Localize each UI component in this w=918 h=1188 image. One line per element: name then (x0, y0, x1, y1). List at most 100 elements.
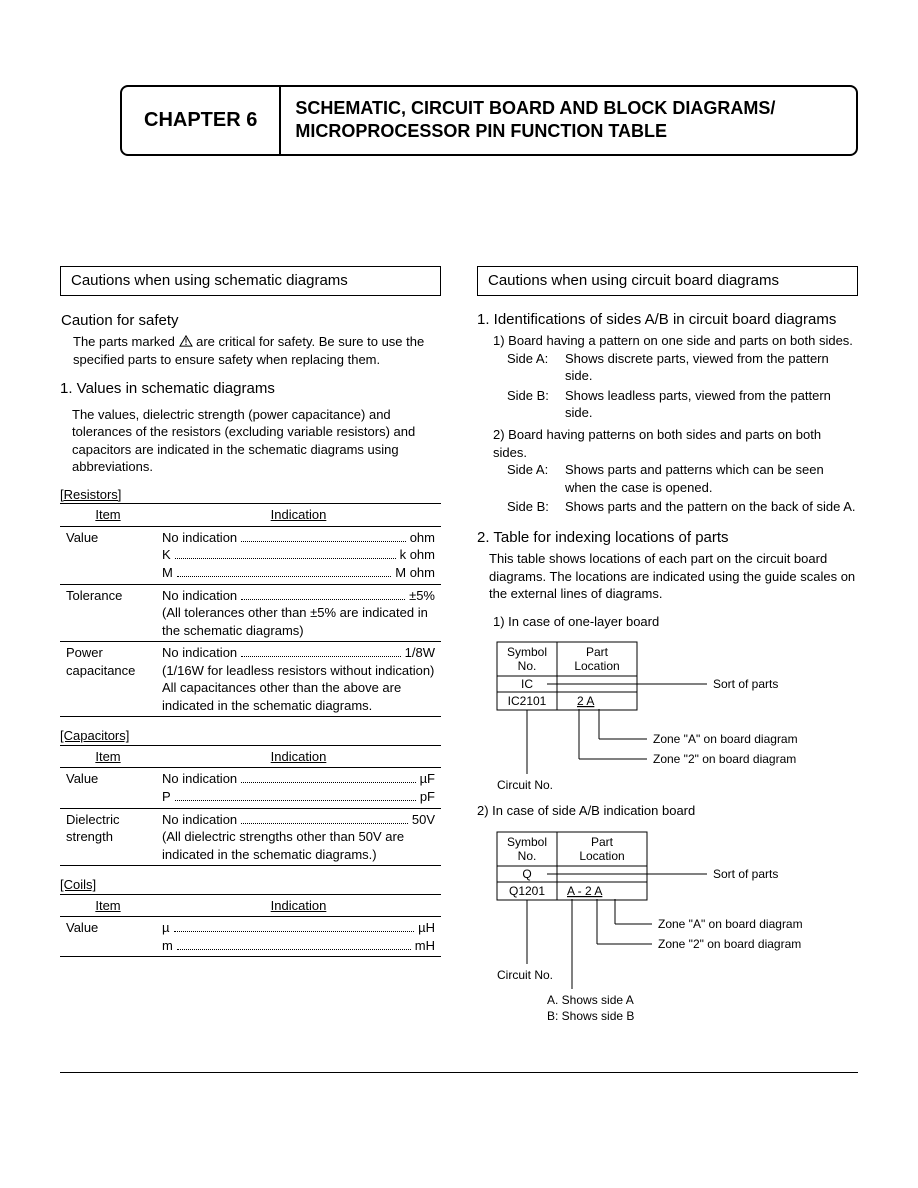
cap-diel-item: Dielectric strength (60, 808, 156, 866)
svg-text:Symbol: Symbol (507, 835, 547, 849)
diagram-side-ab: Symbol No. Part Location Q Q1201 A - 2 A… (477, 824, 837, 1034)
svg-text:A. Shows side A: A. Shows side A (547, 993, 634, 1007)
values-heading: 1. Values in schematic diagrams (60, 379, 441, 399)
side-b-val: Shows parts and the pattern on the back … (565, 498, 858, 516)
res-tol-item: Tolerance (60, 584, 156, 642)
right-column: Cautions when using circuit board diagra… (477, 266, 858, 1042)
resistors-label: [Resistors] (60, 486, 441, 504)
side-a-key: Side A: (507, 350, 565, 385)
th-item: Item (60, 745, 156, 768)
svg-text:Zone "2" on board diagram: Zone "2" on board diagram (658, 937, 801, 951)
footer-rule (60, 1072, 858, 1073)
ident-heading: 1. Identifications of sides A/B in circu… (477, 310, 858, 330)
svg-text:Q1201: Q1201 (509, 884, 545, 898)
res-pow-note1: (1/16W for leadless resistors without in… (162, 662, 435, 680)
svg-text:Symbol: Symbol (507, 645, 547, 659)
cap-value-item: Value (60, 768, 156, 808)
th-item: Item (60, 504, 156, 527)
svg-text:Location: Location (579, 849, 624, 863)
svg-text:Q: Q (522, 867, 531, 881)
warning-triangle-icon (179, 335, 193, 347)
indexing-body: This table shows locations of each part … (489, 550, 858, 603)
lead: No indication (162, 587, 237, 605)
svg-text:Zone "2" on board diagram: Zone "2" on board diagram (653, 752, 796, 766)
svg-text:Circuit No.: Circuit No. (497, 968, 553, 982)
lead: m (162, 937, 173, 955)
coil-value-ind: µ µH m mH (156, 917, 441, 957)
lead: µ (162, 919, 170, 937)
svg-text:B: Shows side B: B: Shows side B (547, 1009, 634, 1023)
chapter-title-line1: SCHEMATIC, CIRCUIT BOARD AND BLOCK DIAGR… (295, 97, 842, 120)
res-pow-item: Power capacitance (60, 642, 156, 717)
lead: No indication (162, 529, 237, 547)
tail: µH (418, 919, 435, 937)
schematic-cautions-heading: Cautions when using schematic diagrams (60, 266, 441, 296)
tail: ohm (410, 529, 435, 547)
case1-heading: 1) In case of one-layer board (493, 613, 858, 631)
caution-safety-body: The parts marked are critical for safety… (73, 333, 440, 368)
side-b-val: Shows leadless parts, viewed from the pa… (565, 387, 858, 422)
cap-diel-ind: No indication 50V (All dielectric strengt… (156, 808, 441, 866)
svg-text:Sort of parts: Sort of parts (713, 677, 778, 691)
chapter-header: CHAPTER 6 SCHEMATIC, CIRCUIT BOARD AND B… (120, 85, 858, 156)
svg-text:Circuit No.: Circuit No. (497, 778, 553, 792)
tail: pF (420, 788, 435, 806)
left-column: Cautions when using schematic diagrams C… (60, 266, 441, 1042)
caution-text-a: The parts marked (73, 334, 179, 349)
th-indication: Indication (156, 894, 441, 917)
side-a-val: Shows parts and patterns which can be se… (565, 461, 858, 496)
lead: P (162, 788, 171, 806)
circuit-cautions-heading: Cautions when using circuit board diagra… (477, 266, 858, 296)
side-a-val: Shows discrete parts, viewed from the pa… (565, 350, 858, 385)
coil-value-item: Value (60, 917, 156, 957)
case2-heading: 2) In case of side A/B indication board (477, 802, 858, 820)
caution-safety-heading: Caution for safety (61, 311, 440, 331)
svg-text:A - 2 A: A - 2 A (567, 884, 602, 898)
res-tol-ind: No indication ±5% (All tolerances other t… (156, 584, 441, 642)
svg-text:No.: No. (518, 659, 537, 673)
side-b-key: Side B: (507, 387, 565, 422)
lead: No indication (162, 770, 237, 788)
capacitors-table: Item Indication Value No indicationµF Pp… (60, 745, 441, 866)
lead: No indication (162, 644, 237, 662)
svg-text:2 A: 2 A (577, 694, 594, 708)
resistors-table: Item Indication Value No indication ohm K… (60, 503, 441, 717)
coils-label: [Coils] (60, 876, 441, 894)
cap-diel-note: (All dielectric strengths other than 50V… (162, 828, 435, 863)
res-tol-note: (All tolerances other than ±5% are indic… (162, 604, 435, 639)
chapter-title-line2: MICROPROCESSOR PIN FUNCTION TABLE (295, 120, 842, 143)
side-a-key: Side A: (507, 461, 565, 496)
svg-text:Part: Part (586, 645, 609, 659)
svg-text:Sort of parts: Sort of parts (713, 867, 778, 881)
res-pow-ind: No indication 1/8W (1/16W for leadless re… (156, 642, 441, 717)
th-indication: Indication (156, 504, 441, 527)
coils-table: Item Indication Value µ µH m mH (60, 894, 441, 958)
tail: 1/8W (405, 644, 435, 662)
res-value-item: Value (60, 526, 156, 584)
sub2-head: 2) Board having patterns on both sides a… (493, 426, 858, 461)
th-item: Item (60, 894, 156, 917)
indexing-heading: 2. Table for indexing locations of parts (477, 528, 858, 548)
chapter-title: SCHEMATIC, CIRCUIT BOARD AND BLOCK DIAGR… (279, 87, 856, 154)
tail: ±5% (409, 587, 435, 605)
cap-value-ind: No indicationµF PpF (156, 768, 441, 808)
lead: K (162, 546, 171, 564)
svg-text:Zone "A" on board diagram: Zone "A" on board diagram (653, 732, 798, 746)
tail: k ohm (400, 546, 435, 564)
svg-text:Location: Location (574, 659, 619, 673)
sub1-head: 1) Board having a pattern on one side an… (493, 332, 858, 350)
lead: M (162, 564, 173, 582)
th-indication: Indication (156, 745, 441, 768)
diagram-one-layer: Symbol No. Part Location IC IC2101 2 A S… (477, 634, 837, 794)
svg-text:Zone "A" on board diagram: Zone "A" on board diagram (658, 917, 803, 931)
res-value-ind: No indication ohm Kk ohm M M ohm (156, 526, 441, 584)
svg-text:IC: IC (521, 677, 533, 691)
tail: M ohm (395, 564, 435, 582)
tail: 50V (412, 811, 435, 829)
svg-text:IC2101: IC2101 (508, 694, 547, 708)
res-pow-note2: All capacitances other than the above ar… (162, 679, 435, 714)
lead: No indication (162, 811, 237, 829)
tail: mH (415, 937, 435, 955)
capacitors-label: [Capacitors] (60, 727, 441, 745)
svg-text:No.: No. (518, 849, 537, 863)
